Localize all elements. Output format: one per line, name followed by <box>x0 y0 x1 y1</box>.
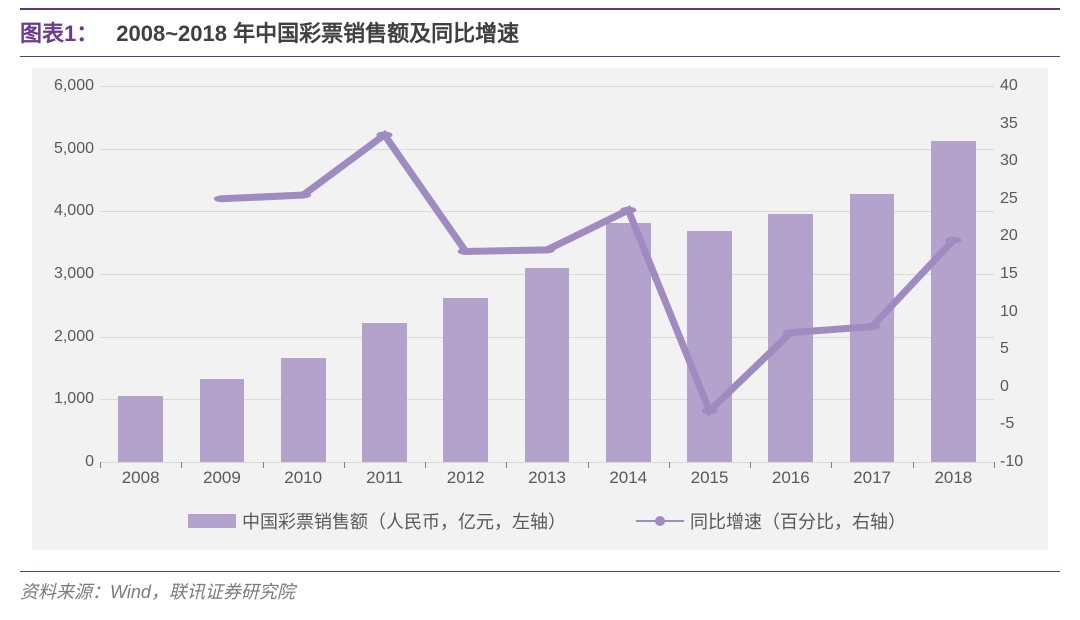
x-tick-label: 2015 <box>691 462 729 488</box>
line-marker <box>214 195 230 202</box>
source-body: Wind，联讯证券研究院 <box>110 582 295 602</box>
legend-bar-label: 中国彩票销售额（人民币，亿元，左轴） <box>242 508 566 534</box>
source-prefix: 资料来源： <box>20 582 110 602</box>
title-text: 2008~2018 年中国彩票销售额及同比增速 <box>116 21 519 46</box>
x-tick <box>831 462 832 468</box>
source-text: 资料来源：Wind，联讯证券研究院 <box>20 578 295 604</box>
x-tick <box>669 462 670 468</box>
line-series <box>100 86 994 462</box>
y-right-tick-label: 25 <box>994 190 1018 208</box>
x-tick-label: 2008 <box>122 462 160 488</box>
x-tick-label: 2009 <box>203 462 241 488</box>
legend-swatch-bar <box>188 514 236 528</box>
legend-item-bar: 中国彩票销售额（人民币，亿元，左轴） <box>188 508 566 534</box>
x-tick-label: 2017 <box>853 462 891 488</box>
x-tick-label: 2010 <box>284 462 322 488</box>
x-tick <box>750 462 751 468</box>
title-label: 图表1： <box>20 21 98 46</box>
y-right-tick-label: 40 <box>994 77 1018 95</box>
y-left-tick-label: 4,000 <box>54 202 100 220</box>
x-tick-label: 2018 <box>934 462 972 488</box>
y-right-tick-label: 0 <box>994 378 1009 396</box>
y-left-tick-label: 2,000 <box>54 328 100 346</box>
plot-region: 01,0002,0003,0004,0005,0006,000-10-50510… <box>100 86 994 462</box>
line-marker <box>295 192 311 199</box>
x-tick <box>344 462 345 468</box>
y-right-tick-label: 10 <box>994 303 1018 321</box>
title-row: 图表1： 2008~2018 年中国彩票销售额及同比增速 <box>20 8 1060 57</box>
y-left-tick-label: 5,000 <box>54 140 100 158</box>
line-marker <box>783 329 799 336</box>
y-right-tick-label: -5 <box>994 415 1014 433</box>
y-right-tick-label: 20 <box>994 227 1018 245</box>
line-marker <box>701 407 717 414</box>
y-right-tick-label: -10 <box>994 453 1023 471</box>
y-right-tick-label: 5 <box>994 340 1009 358</box>
x-tick-label: 2013 <box>528 462 566 488</box>
line-marker <box>945 237 961 244</box>
line-marker <box>620 207 636 214</box>
bottom-rule <box>20 571 1060 572</box>
y-right-tick-label: 15 <box>994 265 1018 283</box>
legend-swatch-line <box>636 514 684 528</box>
x-tick-label: 2011 <box>366 462 403 488</box>
legend: 中国彩票销售额（人民币，亿元，左轴） 同比增速（百分比，右轴） <box>100 508 994 534</box>
legend-line-label: 同比增速（百分比，右轴） <box>690 508 906 534</box>
x-tick <box>506 462 507 468</box>
y-left-tick-label: 1,000 <box>54 390 100 408</box>
x-tick-label: 2016 <box>772 462 810 488</box>
chart-area: 0 1,000 2,000 3,000 4,000 5,000 6,000 -10 -5 0 5 10… <box>32 68 1048 550</box>
line-marker <box>864 323 880 330</box>
x-tick <box>181 462 182 468</box>
line-marker <box>458 248 474 255</box>
x-tick <box>100 462 101 468</box>
x-tick-label: 2014 <box>609 462 647 488</box>
y-left-tick-label: 6,000 <box>54 77 100 95</box>
line-marker <box>376 131 392 138</box>
figure: 图表1： 2008~2018 年中国彩票销售额及同比增速 0 1,000 2,000 3… <box>0 0 1080 620</box>
x-tick <box>263 462 264 468</box>
line-marker <box>539 247 555 254</box>
y-right-tick-label: 35 <box>994 115 1018 133</box>
y-left-tick-label: 0 <box>85 453 100 471</box>
y-left-tick-label: 3,000 <box>54 265 100 283</box>
x-tick <box>994 462 995 468</box>
legend-item-line: 同比增速（百分比，右轴） <box>636 508 906 534</box>
growth-line <box>222 135 953 411</box>
y-right-tick-label: 30 <box>994 152 1018 170</box>
x-tick <box>913 462 914 468</box>
x-tick <box>588 462 589 468</box>
x-tick-label: 2012 <box>447 462 485 488</box>
x-tick <box>425 462 426 468</box>
